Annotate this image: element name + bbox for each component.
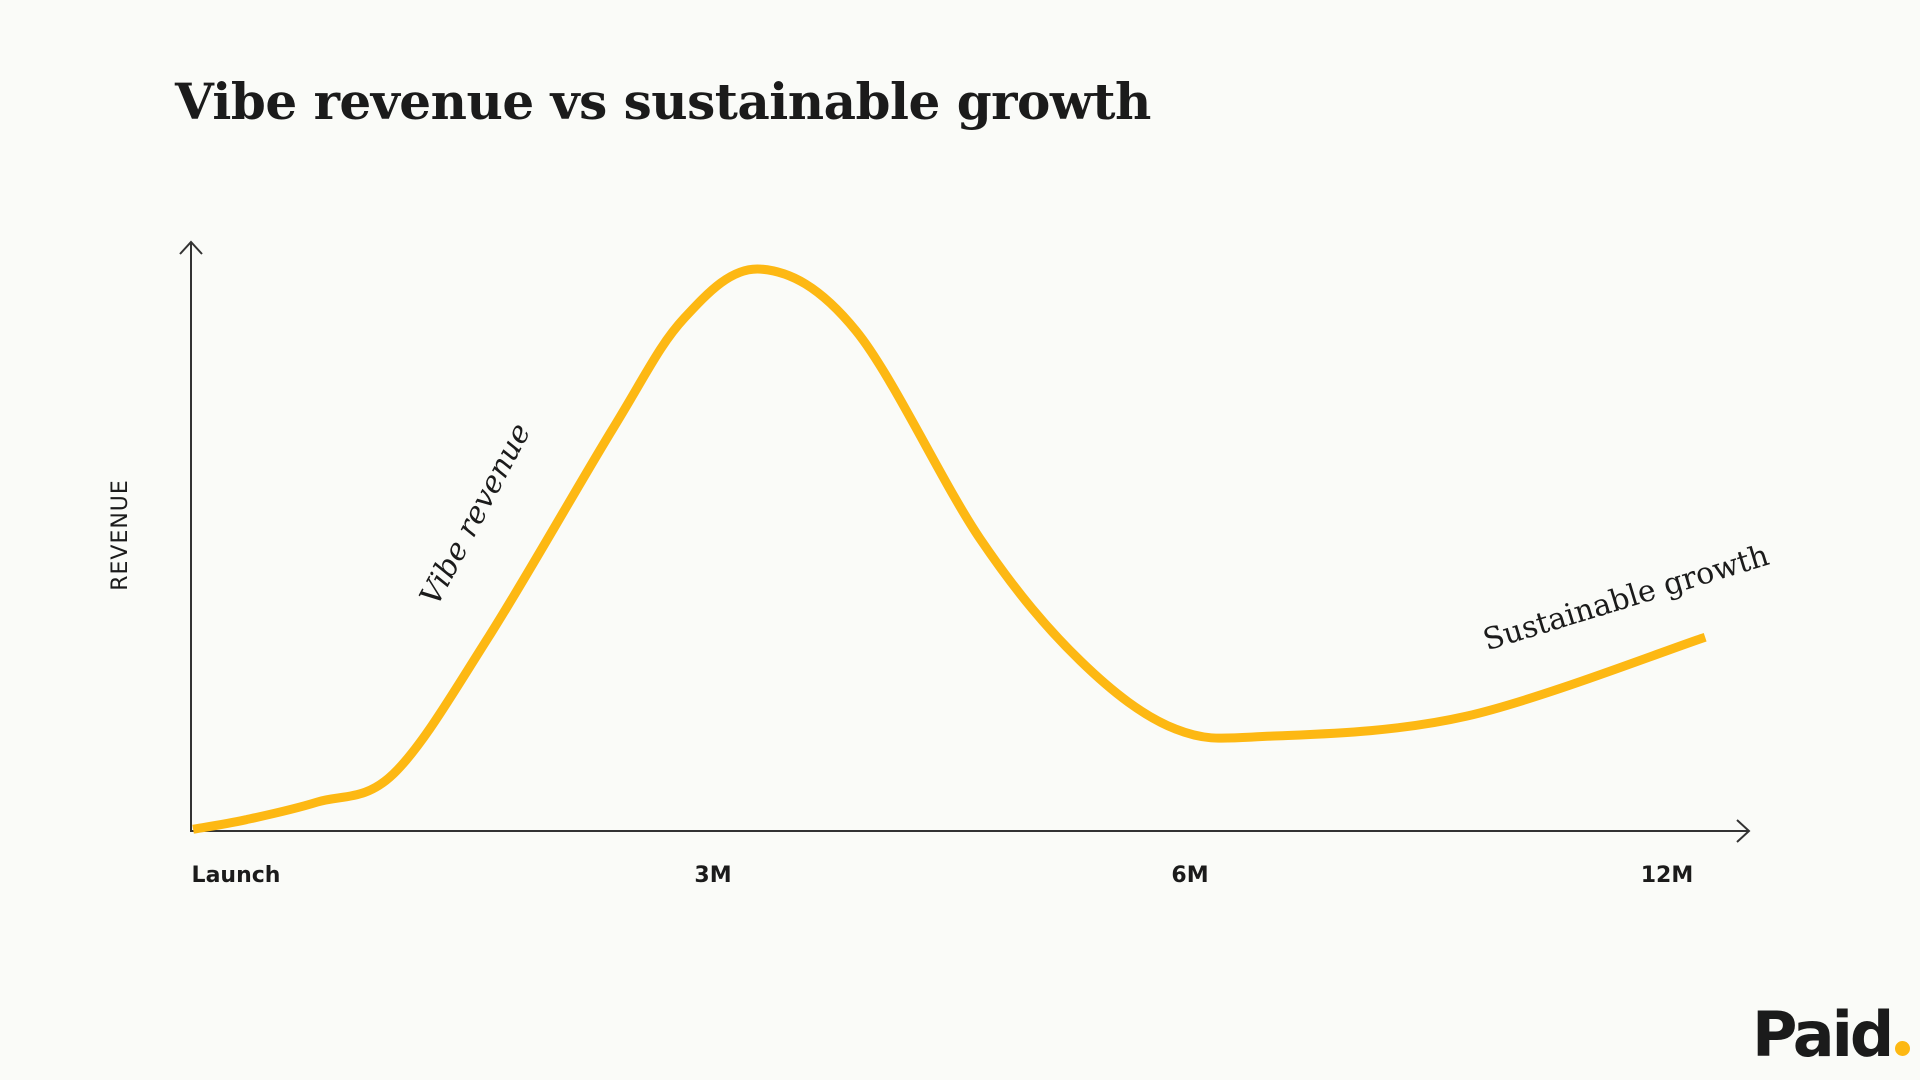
annotation-label: Sustainable growth — [1479, 538, 1773, 658]
chart-title: Vibe revenue vs sustainable growth — [175, 72, 1151, 131]
x-axis-arrow-icon — [1736, 819, 1751, 843]
x-tick-label: 6M — [1171, 863, 1208, 888]
paid-logo: Paid — [1752, 998, 1911, 1071]
logo-dot — [1895, 1041, 1911, 1056]
logo-text: Paid — [1752, 998, 1894, 1071]
y-axis-arrow-icon — [179, 240, 203, 255]
y-axis-label: REVENUE — [108, 479, 133, 591]
x-tick-label: Launch — [192, 863, 281, 888]
x-tick-label: 12M — [1641, 863, 1694, 888]
series-line — [192, 264, 1707, 834]
x-tick-label: 3M — [694, 863, 731, 888]
